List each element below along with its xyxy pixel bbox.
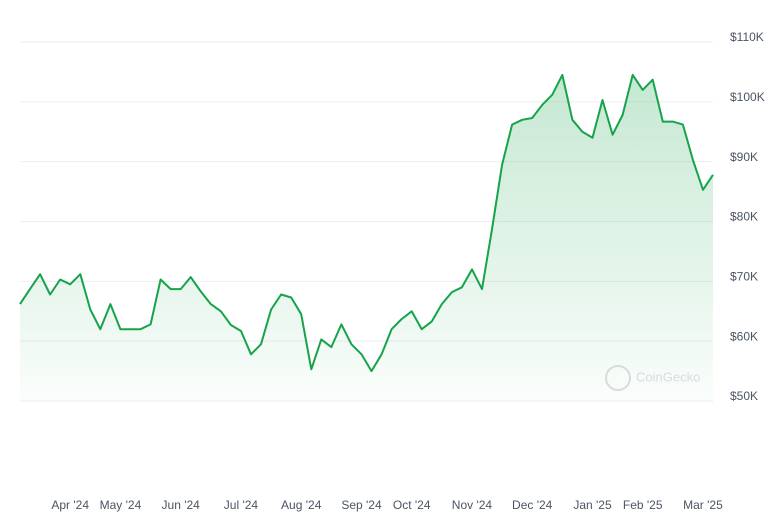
y-tick-label: $110K [730,30,764,44]
x-tick-label: Oct '24 [393,498,431,512]
x-tick-label: Jul '24 [224,498,259,512]
x-tick-label: Aug '24 [281,498,322,512]
x-tick-label: Dec '24 [512,498,553,512]
price-area [20,74,713,402]
y-tick-label: $60K [730,329,758,343]
x-tick-label: May '24 [100,498,142,512]
x-tick-label: Feb '25 [623,498,663,512]
y-tick-label: $50K [730,389,758,403]
y-tick-label: $90K [730,150,758,164]
watermark-logo [605,365,631,391]
x-tick-label: Apr '24 [51,498,89,512]
y-tick-label: $100K [730,90,765,104]
watermark: CoinGecko [605,365,700,391]
x-tick-label: Mar '25 [683,498,723,512]
price-line [19,73,714,373]
watermark-text: CoinGecko [636,369,700,384]
y-tick-label: $80K [730,210,758,224]
x-tick-label: Nov '24 [452,498,493,512]
y-tick-label: $70K [730,270,758,284]
x-tick-label: Jun '24 [162,498,201,512]
x-tick-label: Sep '24 [341,498,382,512]
x-tick-label: Jan '25 [573,498,612,512]
